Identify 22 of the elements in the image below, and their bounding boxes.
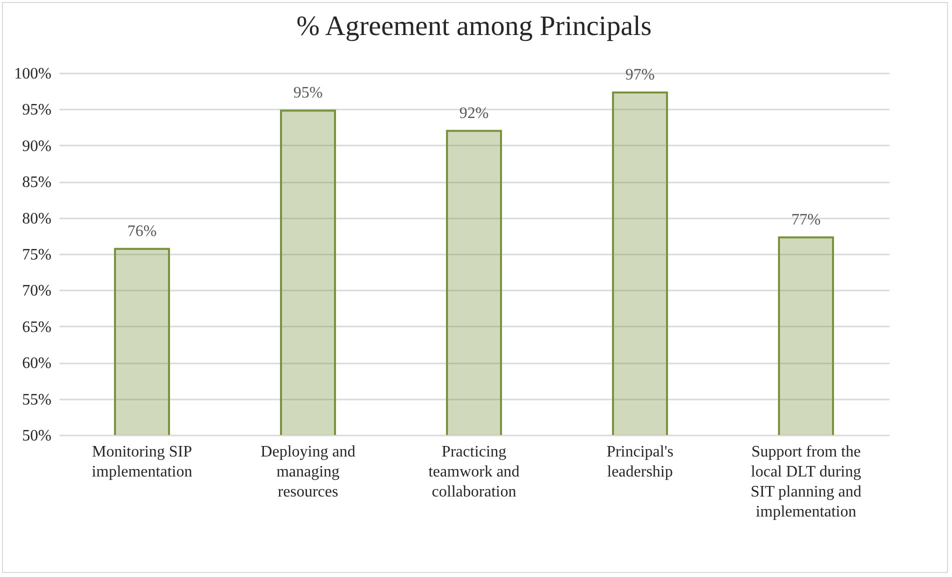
data-label: 76%	[127, 222, 157, 240]
data-label: 77%	[791, 211, 821, 228]
data-label: 92%	[459, 104, 489, 122]
y-tick-label: 60%	[22, 355, 52, 372]
x-tick-label: Principal's leadership	[606, 444, 674, 480]
x-tick-label: Monitoring SIP implementation	[92, 444, 192, 480]
y-tick-label: 100%	[14, 66, 52, 82]
y-tick-label: 90%	[22, 138, 52, 155]
data-label: 97%	[625, 66, 655, 84]
x-tick-label: Support from the local DLT during SIT planning and implementation	[750, 444, 862, 520]
y-tick-label: 70%	[22, 282, 52, 300]
y-tick-label: 85%	[22, 174, 52, 192]
chart-title: % Agreement among Principals	[296, 11, 652, 42]
y-tick-label: 50%	[22, 428, 52, 444]
x-tick-label: Deploying and managing resources	[260, 444, 356, 500]
x-tick-label: Practicing teamwork and collaboration	[428, 444, 520, 500]
y-tick-label: 95%	[22, 102, 52, 119]
y-tick-label: 65%	[22, 318, 52, 336]
y-tick-label: 75%	[22, 246, 52, 264]
data-label: 95%	[293, 84, 323, 102]
y-tick-label: 55%	[22, 391, 52, 408]
y-tick-label: 80%	[22, 210, 52, 228]
